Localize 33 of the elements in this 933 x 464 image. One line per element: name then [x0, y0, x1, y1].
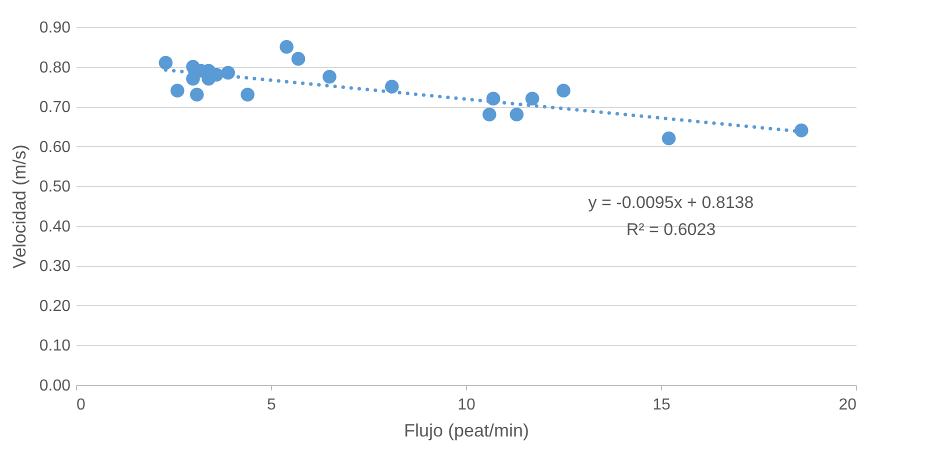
x-tick-label: 5: [267, 396, 276, 414]
annotation: R² = 0.6023: [626, 220, 716, 239]
y-tick-label: 0.40: [39, 218, 71, 236]
point: [525, 92, 540, 106]
y-tick-label: 0.10: [39, 338, 71, 355]
point: [482, 108, 496, 122]
point: [158, 56, 173, 70]
x-tick-label: 10: [458, 396, 476, 414]
point: [291, 52, 306, 66]
y-tick-label: 0.60: [39, 138, 71, 156]
point: [510, 108, 524, 122]
point: [556, 84, 570, 98]
x-tick-label: 15: [652, 396, 670, 414]
y-tick-label: 0.70: [39, 99, 71, 116]
y-tick-label: 0.00: [39, 378, 71, 394]
point: [794, 124, 808, 138]
point: [385, 80, 399, 94]
point: [190, 88, 204, 102]
y-axis-title: Velocidad (m/s): [9, 144, 30, 269]
y-tick-label: 0.30: [39, 258, 71, 276]
x-tick-label: 20: [838, 396, 857, 414]
x-axis-title: Flujo (peat/min): [404, 420, 530, 440]
y-tick-label: 0.90: [39, 20, 71, 36]
y-tick-label: 0.20: [39, 298, 71, 315]
y-tick-label: 0.50: [39, 178, 71, 196]
x-tick-label: 0: [76, 396, 86, 414]
y-tick-label: 0.80: [39, 59, 71, 76]
point: [662, 132, 676, 146]
annotation: y = -0.0095x + 0.8138: [588, 193, 754, 212]
point: [280, 40, 294, 54]
point: [322, 70, 336, 84]
point: [240, 88, 254, 102]
point: [170, 84, 184, 98]
